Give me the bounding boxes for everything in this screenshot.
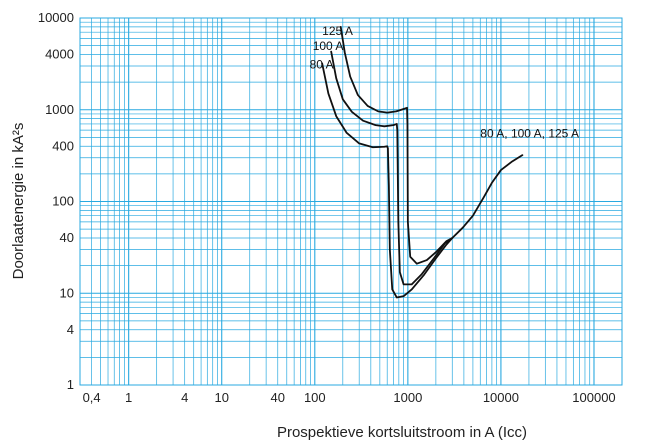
x-axis-label: Prospektieve kortsluitstroom in A (Icc) bbox=[277, 424, 527, 441]
x-tick-label: 10 bbox=[214, 390, 228, 405]
plot-frame bbox=[79, 17, 623, 386]
y-tick-label: 4000 bbox=[45, 47, 74, 62]
series-line-125-a bbox=[339, 25, 454, 265]
series-line-80-a-100-a-125-a bbox=[451, 154, 524, 239]
x-tick-label: 10000 bbox=[483, 390, 519, 405]
series-line-100-a bbox=[330, 50, 454, 286]
y-tick-label: 400 bbox=[52, 138, 74, 153]
curve-label: 100 A bbox=[313, 39, 344, 53]
x-tick-label: 100000 bbox=[572, 390, 615, 405]
grid bbox=[79, 17, 623, 386]
y-tick-label: 40 bbox=[60, 230, 74, 245]
curve-label: 80 A bbox=[310, 58, 334, 72]
x-tick-label: 0,4 bbox=[83, 390, 101, 405]
y-tick-label: 1000 bbox=[45, 102, 74, 117]
y-tick-label: 10 bbox=[60, 285, 74, 300]
curves bbox=[321, 25, 524, 299]
x-tick-label: 40 bbox=[271, 390, 285, 405]
y-tick-label: 10000 bbox=[38, 10, 74, 25]
x-tick-labels: 0,4 1 4 10 40 100 1000 10000 100000 bbox=[83, 390, 616, 405]
y-tick-labels: 1 4 10 40 100 400 1000 4000 10000 bbox=[38, 10, 74, 392]
series-line-80-a bbox=[321, 62, 454, 299]
y-tick-label: 100 bbox=[52, 194, 74, 209]
curve-label: 80 A, 100 A, 125 A bbox=[480, 126, 579, 140]
y-tick-label: 1 bbox=[67, 377, 74, 392]
y-axis-label: Doorlaatenergie in kA²s bbox=[10, 123, 27, 280]
x-tick-label: 1000 bbox=[393, 390, 422, 405]
curve-label: 125 A bbox=[322, 24, 353, 38]
x-tick-label: 100 bbox=[304, 390, 326, 405]
x-tick-label: 4 bbox=[181, 390, 188, 405]
x-tick-label: 1 bbox=[125, 390, 132, 405]
y-tick-label: 4 bbox=[67, 322, 74, 337]
